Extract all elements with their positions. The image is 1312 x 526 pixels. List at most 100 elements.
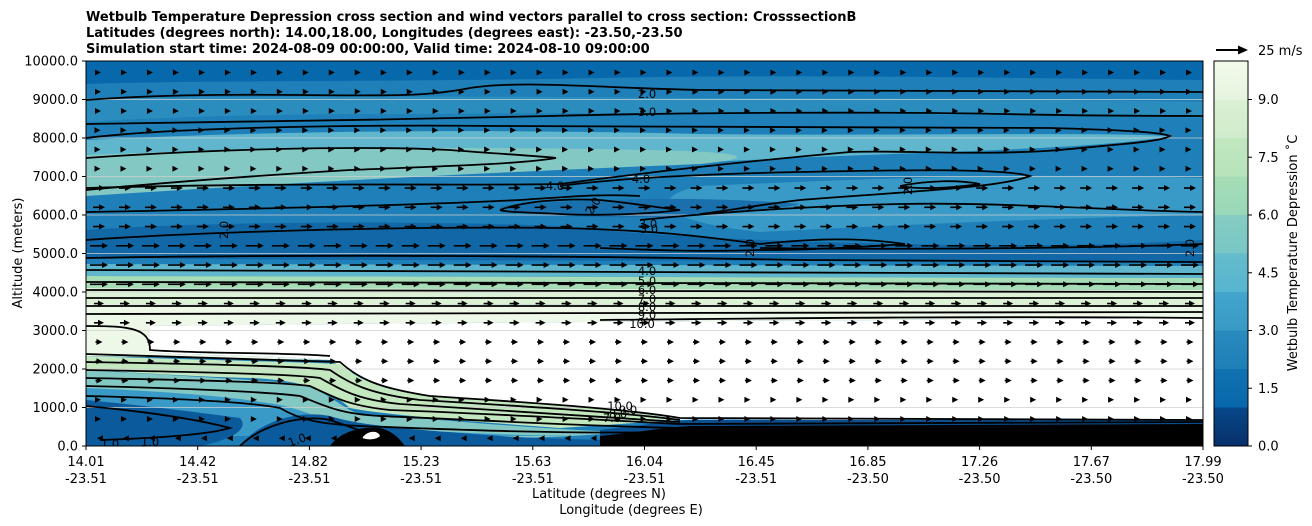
wind-vector-head [1011, 262, 1018, 269]
wind-vector-head [748, 185, 755, 192]
wind-vector-head [769, 146, 776, 153]
wind-vector-head [231, 242, 238, 249]
wind-vector-head [666, 396, 673, 403]
wind-vector-head [744, 69, 751, 76]
contour-2-top [86, 83, 1203, 101]
wind-vector-head [124, 223, 131, 230]
wind-vector-head [979, 339, 986, 346]
wind-vector-head [848, 416, 855, 423]
band-level-1-bottom [86, 400, 243, 446]
wind-vector-head [150, 185, 157, 192]
wind-vector-head [250, 396, 257, 403]
wind-vector-head [460, 358, 467, 365]
x-tick-label-lat: 17.99 [1184, 455, 1221, 470]
contour-4-low [86, 269, 1203, 275]
wind-vector-head [1160, 108, 1167, 115]
wind-vector-head [1187, 377, 1194, 384]
wind-vector-head [1034, 185, 1041, 192]
wind-vector-head [877, 319, 884, 326]
wind-vector-head [460, 377, 467, 384]
wind-vector-head [643, 300, 650, 307]
y-tick-label: 4000.0 [33, 286, 79, 301]
wind-vector-head [517, 262, 524, 269]
wind-vector-head [955, 319, 962, 326]
wind-vector-head [331, 300, 338, 307]
wind-vector-head [873, 165, 880, 172]
wind-vector-head [693, 377, 700, 384]
wind-vector-head [874, 69, 881, 76]
wind-vector-head [1008, 223, 1015, 230]
wind-vector-head [94, 127, 101, 134]
wind-vector-head [1029, 127, 1036, 134]
wind-vector-head [855, 242, 862, 249]
wind-vector-head [770, 416, 777, 423]
wind-vector-head [306, 223, 313, 230]
wind-vector-head [725, 262, 732, 269]
wind-vector-head [691, 165, 698, 172]
wind-vector-head [1108, 396, 1115, 403]
wind-vector-head [380, 88, 387, 95]
wind-vector-head [1186, 88, 1193, 95]
wind-vector-head [562, 416, 569, 423]
wind-vector-head [435, 319, 442, 326]
wind-vector-head [358, 223, 365, 230]
wind-vector-head [465, 281, 472, 288]
wind-vector-head [356, 435, 363, 442]
wind-vector-head [536, 416, 543, 423]
wind-vector-head [484, 127, 491, 134]
wind-vector-head [513, 300, 520, 307]
wind-vector-head [1082, 88, 1089, 95]
wind-vector-head [276, 396, 283, 403]
wind-vector-head [1037, 242, 1044, 249]
wind-vector-head [904, 185, 911, 192]
wind-vector-head [745, 377, 752, 384]
wind-vector-head [618, 185, 625, 192]
wind-vector-head [510, 416, 517, 423]
wind-vector-head [903, 319, 910, 326]
wind-vector-head [1115, 262, 1122, 269]
wind-vector-head [384, 204, 391, 211]
wind-vector-head [413, 281, 420, 288]
wind-vector-head [146, 69, 153, 76]
wind-vector-head [406, 108, 413, 115]
contour-label: 4.0 [632, 172, 650, 186]
y-tick-label: 8000.0 [33, 132, 79, 147]
wind-vector-head [722, 204, 729, 211]
wind-vector-head [179, 262, 186, 269]
band-level-2-upper [86, 96, 1203, 122]
wind-vector-head [436, 223, 443, 230]
wind-vector-head [569, 262, 576, 269]
wind-vector-head [618, 204, 625, 211]
x-axis-label-longitude: Longitude (degrees E) [559, 503, 703, 518]
wind-vector-head [1008, 185, 1015, 192]
wind-vector-head [127, 281, 134, 288]
wind-vector-head [354, 416, 361, 423]
wind-vector-head [1193, 262, 1200, 269]
wind-vector-head [770, 88, 777, 95]
wind-vector-head [510, 396, 517, 403]
x-tick-label-lat: 14.82 [291, 455, 328, 470]
wind-vector-head [1059, 300, 1066, 307]
wind-vector-head [562, 108, 569, 115]
wind-vector-head [382, 435, 389, 442]
wind-vector-head [590, 339, 597, 346]
wind-vector-head [387, 281, 394, 288]
wind-vector-head [982, 223, 989, 230]
wind-vector-head [536, 88, 543, 95]
wind-vector-head [278, 339, 285, 346]
wind-vector-head [1003, 146, 1010, 153]
wind-vector-head [200, 435, 207, 442]
wind-vector-head [383, 300, 390, 307]
wind-vector-head [933, 262, 940, 269]
wind-vector-head [874, 88, 881, 95]
wind-vector-head [539, 319, 546, 326]
wind-vector-head [380, 416, 387, 423]
wind-vector-head [280, 185, 287, 192]
wind-vector-head [432, 416, 439, 423]
colorbar-tick-label: 9.0 [1258, 93, 1279, 108]
wind-vector-head [595, 242, 602, 249]
wind-vector-head [97, 319, 104, 326]
wind-vector-head [926, 416, 933, 423]
wind-vector-head [952, 108, 959, 115]
